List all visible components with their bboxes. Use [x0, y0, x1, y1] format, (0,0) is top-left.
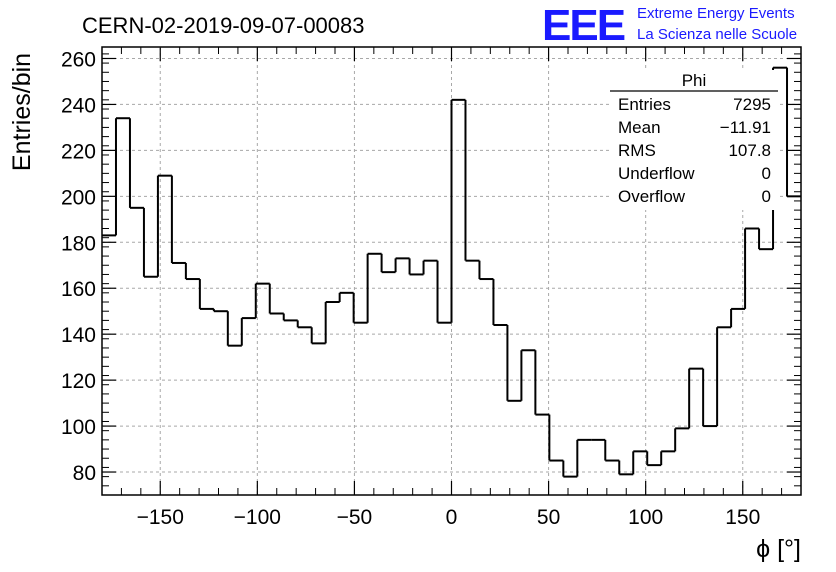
stats-value: 107.8 [728, 141, 771, 160]
y-tick-label: 220 [61, 140, 96, 163]
x-axis-ticks: −150 −100 −50 0 50 100 150 [101, 47, 802, 529]
stats-label: Overflow [618, 187, 686, 206]
stats-label: Underflow [618, 164, 695, 183]
histogram-series [102, 66, 801, 478]
y-tick-label: 260 [61, 48, 96, 71]
y-tick-label: 120 [61, 370, 96, 393]
stats-value: 7295 [733, 95, 771, 114]
x-tick-label: −150 [137, 506, 184, 529]
x-tick-label: 100 [628, 506, 663, 529]
stats-value: 0 [762, 187, 771, 206]
logo-line-2: La Scienza nelle Scuole [637, 26, 797, 43]
stats-value: 0 [762, 164, 771, 183]
eee-logo: EEE [542, 1, 625, 50]
y-tick-label: 160 [61, 278, 96, 301]
stats-label: RMS [618, 141, 656, 160]
x-tick-label: 50 [537, 506, 560, 529]
stats-label: Entries [618, 95, 671, 114]
y-tick-label: 240 [61, 94, 96, 117]
stats-label: Mean [618, 118, 661, 137]
stats-value: −11.91 [720, 118, 771, 137]
chart-title: CERN-02-2019-09-07-00083 [82, 13, 365, 38]
x-tick-label: −100 [234, 506, 281, 529]
y-axis-ticks: 80 100 120 140 160 180 200 220 240 260 [61, 48, 801, 496]
stats-rows: Entries 7295 Mean −11.91 RMS 107.8 Underflow 0 O… [618, 95, 771, 206]
y-tick-label: 200 [61, 186, 96, 209]
x-axis-title: ϕ [°] [756, 535, 801, 563]
y-tick-label: 100 [61, 416, 96, 439]
x-tick-label: 0 [446, 506, 458, 529]
logo-line-1: Extreme Energy Events [637, 5, 795, 22]
stats-box-background [610, 70, 778, 210]
y-tick-label: 140 [61, 324, 96, 347]
stats-box: Phi Entries 7295 Mean −11.91 RMS 107.8 Underfl… [610, 70, 778, 210]
y-axis-title: Entries/bin [8, 53, 36, 171]
y-tick-label: 80 [73, 462, 96, 485]
stats-title: Phi [682, 71, 707, 90]
y-tick-label: 180 [61, 232, 96, 255]
x-tick-label: −50 [337, 506, 373, 529]
x-tick-label: 150 [725, 506, 760, 529]
